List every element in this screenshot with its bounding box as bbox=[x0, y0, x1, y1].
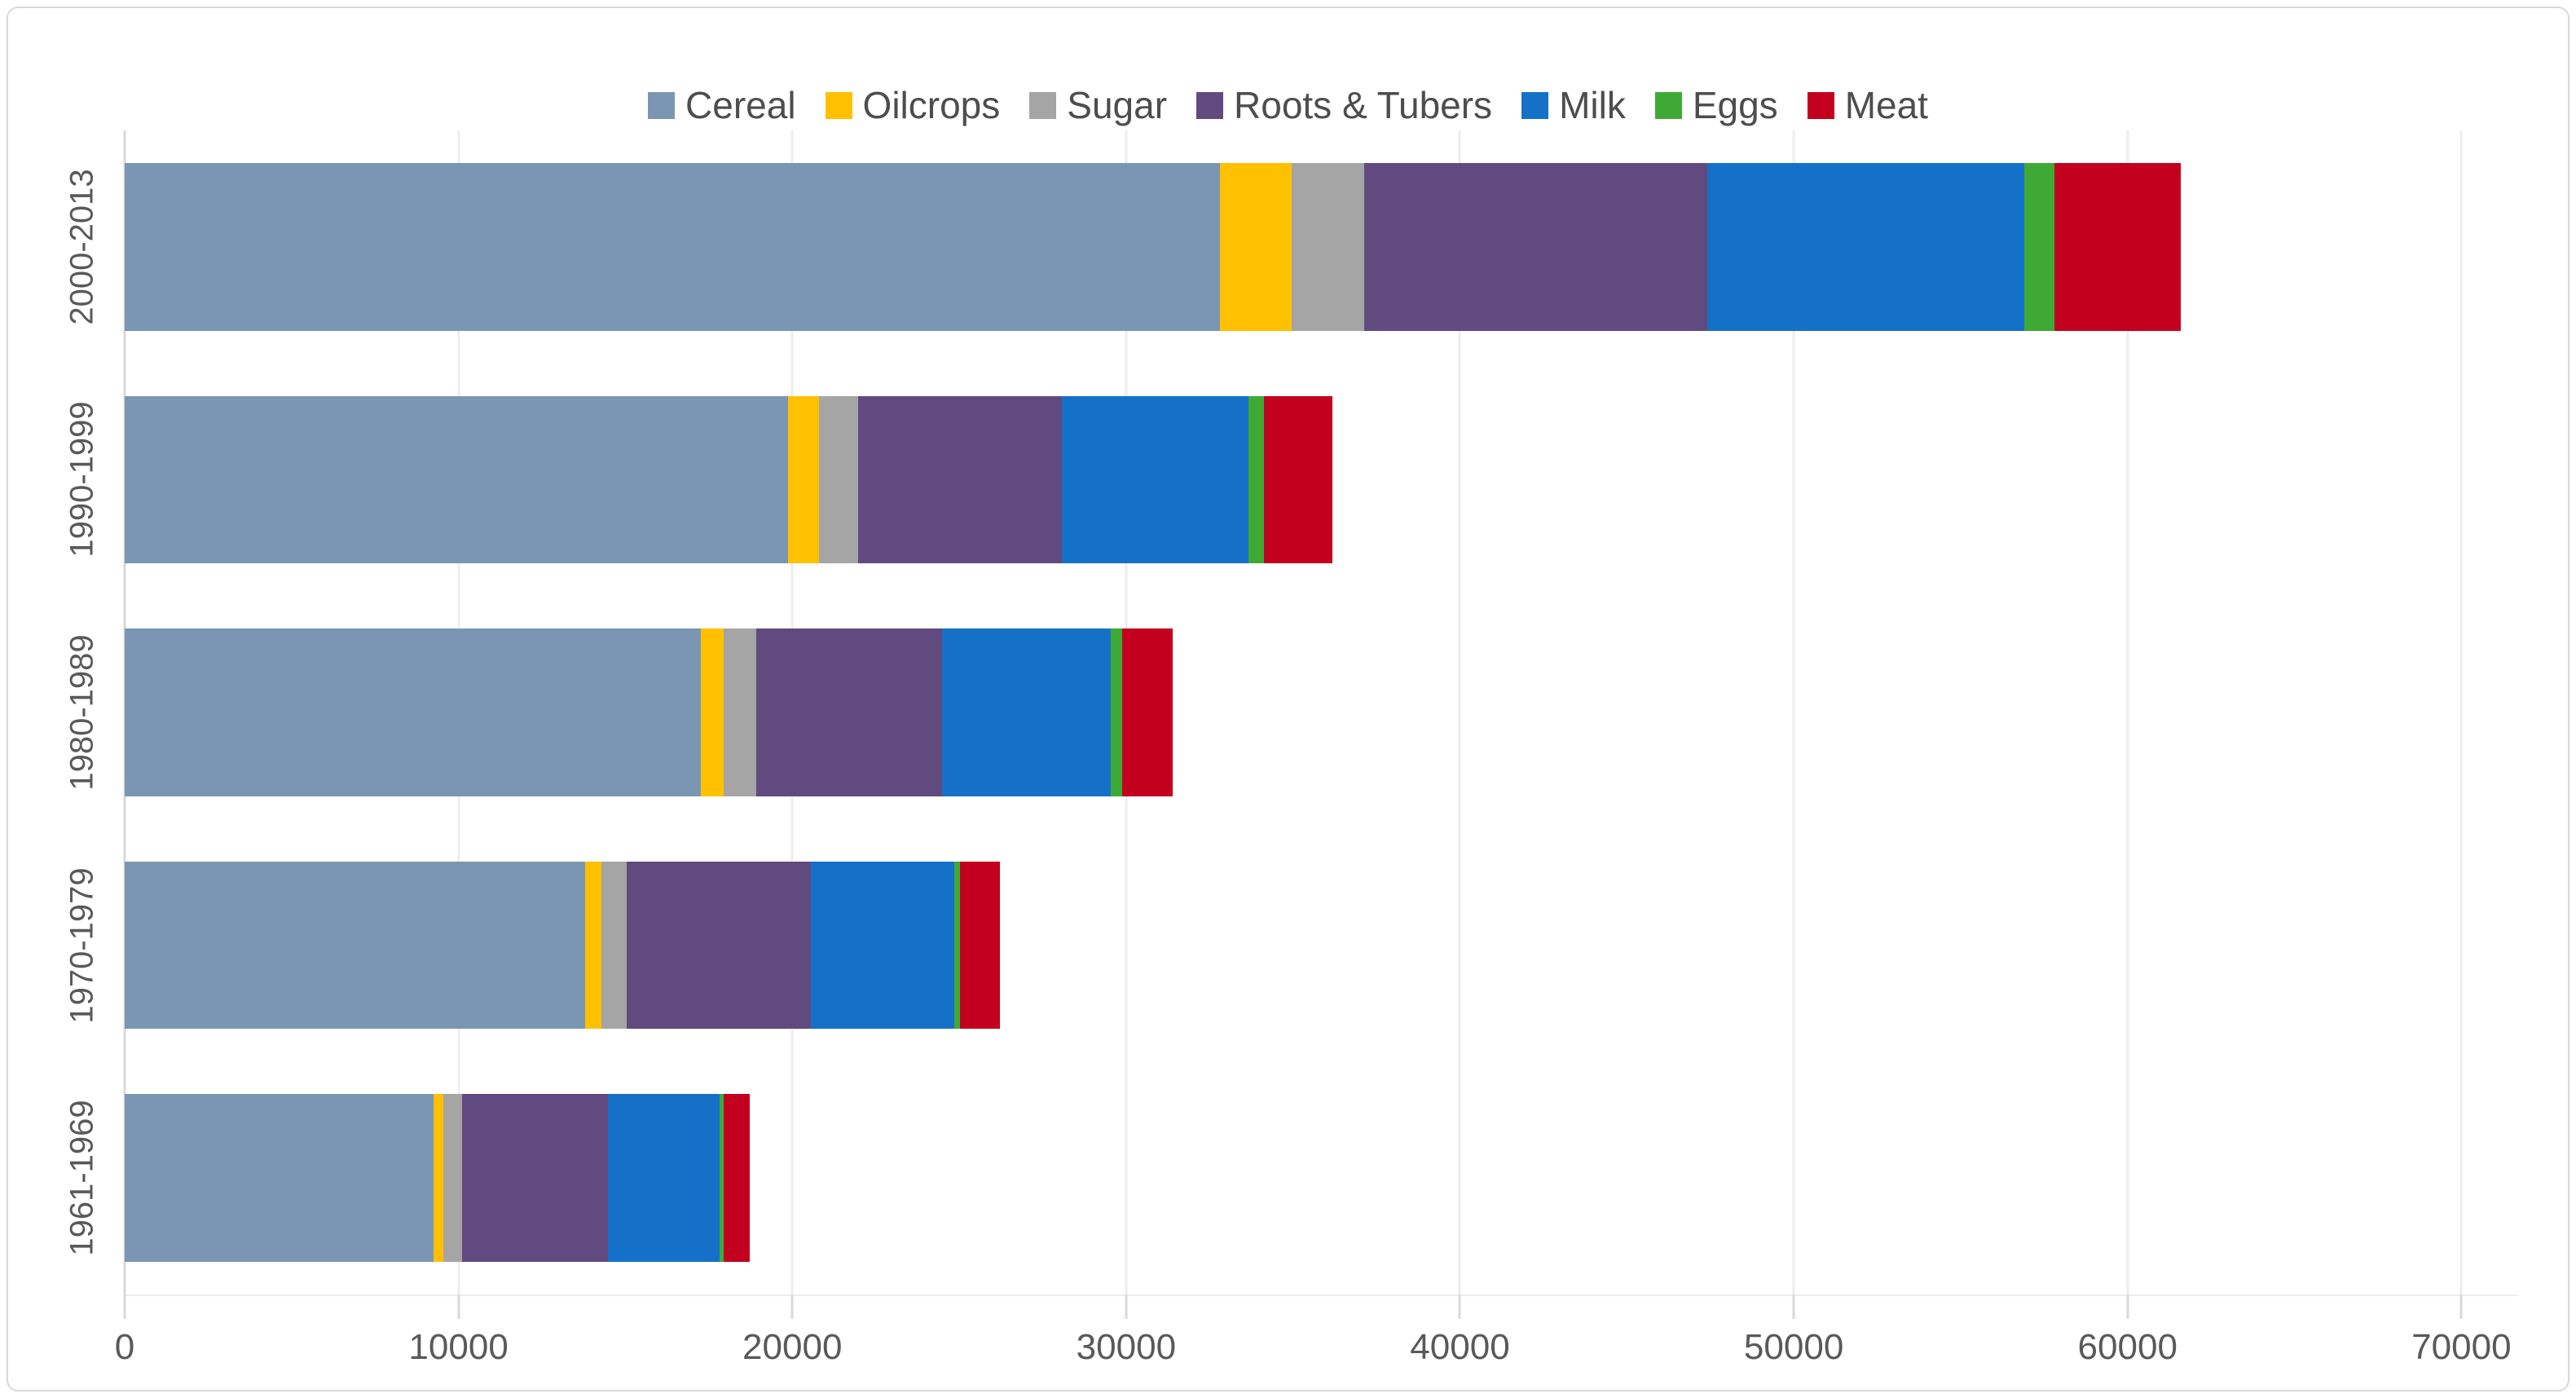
legend-swatch-sugar bbox=[1029, 91, 1057, 119]
x-axis-tick-20000 bbox=[790, 1294, 794, 1319]
plot-area: 0 10000 20000 30000 40000 50000 60000 70000 2000… bbox=[64, 130, 2518, 1367]
legend-swatch-cereal bbox=[648, 91, 676, 119]
bar-segment-1970-1979-milk[interactable] bbox=[811, 861, 954, 1030]
stacked-bar-1970-1979 bbox=[125, 861, 1000, 1030]
stacked-bar-1990-1999 bbox=[125, 395, 1332, 564]
bar-row-2000-2013: 2000-2013 bbox=[64, 130, 2518, 364]
gridline-50000 bbox=[1792, 130, 1795, 1294]
x-axis-tick-10000 bbox=[457, 1294, 460, 1319]
legend-swatch-roots-tubers bbox=[1196, 91, 1224, 119]
bar-segment-2000-2013-roots-tubers[interactable] bbox=[1363, 162, 1707, 331]
legend-label-eggs: Eggs bbox=[1692, 84, 1778, 126]
legend-label-cereal: Cereal bbox=[685, 84, 796, 126]
stacked-bar-2000-2013 bbox=[125, 162, 2182, 331]
bar-segment-1961-1969-oilcrops[interactable] bbox=[433, 1094, 444, 1262]
bar-segment-1990-1999-cereal[interactable] bbox=[125, 395, 788, 564]
stacked-bar-1980-1989 bbox=[125, 628, 1173, 796]
legend-swatch-eggs bbox=[1654, 91, 1682, 119]
bar-segment-1961-1969-sugar[interactable] bbox=[443, 1094, 462, 1262]
bar-segment-1961-1969-eggs[interactable] bbox=[719, 1094, 724, 1262]
bar-segment-1970-1979-meat[interactable] bbox=[959, 861, 1000, 1030]
legend-swatch-milk bbox=[1521, 91, 1549, 119]
bar-row-1961-1969: 1961-1969 bbox=[64, 1061, 2518, 1294]
legend-item-meat[interactable]: Meat bbox=[1807, 83, 1928, 127]
legend-item-sugar[interactable]: Sugar bbox=[1029, 83, 1167, 127]
legend-item-roots-tubers[interactable]: Roots & Tubers bbox=[1196, 83, 1492, 127]
x-axis-label-70000: 70000 bbox=[2411, 1327, 2512, 1367]
x-axis-label-0: 0 bbox=[114, 1327, 135, 1367]
bar-segment-2000-2013-milk[interactable] bbox=[1706, 162, 2025, 331]
bar-row-1970-1979: 1970-1979 bbox=[64, 829, 2518, 1062]
gridline-60000 bbox=[2126, 130, 2129, 1294]
bar-segment-1980-1989-roots-tubers[interactable] bbox=[755, 628, 942, 796]
y-axis-label-1970-1979: 1970-1979 bbox=[64, 867, 100, 1024]
bar-segment-1990-1999-roots-tubers[interactable] bbox=[857, 395, 1063, 564]
x-axis-tick-40000 bbox=[1458, 1294, 1461, 1319]
y-axis-label-1961-1969: 1961-1969 bbox=[64, 1100, 100, 1256]
x-axis-label-40000: 40000 bbox=[1410, 1327, 1510, 1367]
x-axis-tick-50000 bbox=[1792, 1294, 1795, 1319]
bar-segment-1961-1969-meat[interactable] bbox=[723, 1094, 751, 1262]
bar-segment-1961-1969-milk[interactable] bbox=[607, 1094, 720, 1262]
legend-item-milk[interactable]: Milk bbox=[1521, 83, 1626, 127]
legend: Cereal Oilcrops Sugar Roots & Tubers Milk Egg… bbox=[8, 83, 2568, 127]
x-axis-label-30000: 30000 bbox=[1076, 1327, 1177, 1367]
gridline-40000 bbox=[1458, 130, 1461, 1294]
x-axis-tick-0 bbox=[123, 1294, 126, 1319]
legend-label-roots-tubers: Roots & Tubers bbox=[1234, 84, 1493, 126]
bar-segment-2000-2013-cereal[interactable] bbox=[125, 162, 1220, 331]
legend-item-oilcrops[interactable]: Oilcrops bbox=[825, 83, 1001, 127]
bar-segment-2000-2013-meat[interactable] bbox=[2054, 162, 2182, 331]
x-axis-tick-30000 bbox=[1125, 1294, 1128, 1319]
bar-segment-1970-1979-oilcrops[interactable] bbox=[584, 861, 601, 1030]
y-axis-label-1980-1989: 1980-1989 bbox=[64, 634, 100, 791]
bar-row-1990-1999: 1990-1999 bbox=[64, 364, 2518, 597]
x-axis-label-60000: 60000 bbox=[2077, 1327, 2177, 1367]
x-axis-label-20000: 20000 bbox=[742, 1327, 843, 1367]
bar-segment-1980-1989-meat[interactable] bbox=[1121, 628, 1173, 796]
y-axis-label-2000-2013: 2000-2013 bbox=[64, 169, 100, 325]
bar-segment-2000-2013-sugar[interactable] bbox=[1291, 162, 1364, 331]
x-axis-tick-60000 bbox=[2126, 1294, 2129, 1319]
bar-segment-1990-1999-eggs[interactable] bbox=[1248, 395, 1264, 564]
bar-segment-2000-2013-eggs[interactable] bbox=[2024, 162, 2054, 331]
bar-segment-1980-1989-cereal[interactable] bbox=[125, 628, 702, 796]
bar-segment-1961-1969-cereal[interactable] bbox=[125, 1094, 434, 1262]
bar-segment-1980-1989-sugar[interactable] bbox=[723, 628, 756, 796]
x-axis-tick-70000 bbox=[2459, 1294, 2463, 1319]
bar-segment-1980-1989-eggs[interactable] bbox=[1110, 628, 1122, 796]
y-axis-label-1990-1999: 1990-1999 bbox=[64, 401, 100, 558]
legend-item-cereal[interactable]: Cereal bbox=[648, 83, 796, 127]
legend-label-oilcrops: Oilcrops bbox=[862, 84, 1001, 126]
legend-item-eggs[interactable]: Eggs bbox=[1654, 83, 1778, 127]
bar-segment-1990-1999-sugar[interactable] bbox=[819, 395, 858, 564]
legend-label-sugar: Sugar bbox=[1067, 84, 1168, 126]
bar-segment-1990-1999-meat[interactable] bbox=[1263, 395, 1332, 564]
x-axis-label-50000: 50000 bbox=[1743, 1327, 1844, 1367]
legend-swatch-oilcrops bbox=[825, 91, 852, 119]
bar-segment-1980-1989-milk[interactable] bbox=[941, 628, 1111, 796]
bar-segment-1990-1999-oilcrops[interactable] bbox=[787, 395, 820, 564]
bar-segment-1970-1979-cereal[interactable] bbox=[125, 861, 585, 1030]
gridline-70000 bbox=[2459, 130, 2463, 1294]
bar-segment-1961-1969-roots-tubers[interactable] bbox=[461, 1094, 608, 1262]
bar-segment-2000-2013-oilcrops[interactable] bbox=[1219, 162, 1292, 331]
legend-label-milk: Milk bbox=[1559, 84, 1626, 126]
bar-row-1980-1989: 1980-1989 bbox=[64, 596, 2518, 829]
stacked-bar-1961-1969 bbox=[125, 1094, 751, 1262]
legend-swatch-meat bbox=[1807, 91, 1834, 119]
x-axis-label-10000: 10000 bbox=[408, 1327, 509, 1367]
bar-segment-1990-1999-milk[interactable] bbox=[1062, 395, 1248, 564]
legend-label-meat: Meat bbox=[1844, 84, 1928, 126]
bar-segment-1970-1979-sugar[interactable] bbox=[601, 861, 627, 1030]
bar-segment-1970-1979-eggs[interactable] bbox=[953, 861, 960, 1030]
chart-frame: Cereal Oilcrops Sugar Roots & Tubers Milk Egg… bbox=[7, 7, 2569, 1391]
bar-segment-1980-1989-oilcrops[interactable] bbox=[701, 628, 724, 796]
bar-segment-1970-1979-roots-tubers[interactable] bbox=[627, 861, 812, 1030]
